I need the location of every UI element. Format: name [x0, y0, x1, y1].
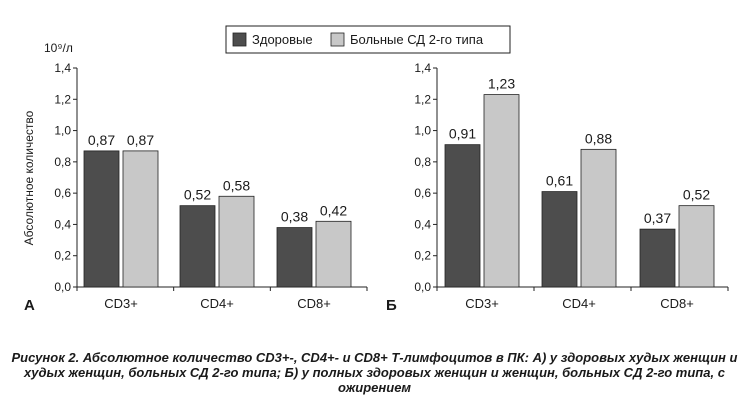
bar-value-label: 1,23 — [488, 76, 515, 92]
y-tick-label: 0,2 — [414, 249, 431, 263]
x-category-label: CD4+ — [562, 296, 596, 311]
y-tick-label: 0,6 — [414, 186, 431, 200]
x-category-label: CD3+ — [465, 296, 499, 311]
bar-value-label: 0,87 — [88, 132, 115, 148]
legend-label-healthy: Здоровые — [252, 32, 313, 47]
bar-healthy-cd4plus — [179, 205, 216, 288]
legend-swatch-diabetic — [330, 32, 345, 47]
bar-value-label: 0,61 — [546, 173, 573, 189]
x-category-label: CD3+ — [104, 296, 138, 311]
bar-value-label: 0,91 — [449, 126, 476, 142]
bar-value-label: 0,87 — [127, 132, 154, 148]
y-tick-label: 0,0 — [414, 280, 431, 294]
panel-a: 0,0 0,2 0,4 0,6 0,8 1,0 1,2 1,4 0,87 0,87 CD3+ 0,52… — [54, 61, 368, 311]
bar-value-label: 0,52 — [184, 187, 211, 203]
bar-value-label: 0,37 — [644, 210, 671, 226]
x-category-label: CD4+ — [200, 296, 234, 311]
bar-value-label: 0,42 — [320, 202, 347, 218]
legend: Здоровые Больные СД 2-го типа — [225, 25, 511, 54]
y-axis-title: Абсолютное количество — [22, 110, 36, 245]
bar-diabetic-cd8plus — [678, 205, 715, 288]
y-tick-label: 0,2 — [54, 249, 71, 263]
bar-healthy-cd8plus — [276, 227, 313, 288]
y-tick-label: 1,0 — [54, 124, 71, 138]
legend-swatch-healthy — [232, 32, 247, 47]
bar-diabetic-cd3plus — [122, 150, 159, 288]
y-tick-label: 1,4 — [54, 61, 71, 75]
y-tick-label: 1,4 — [414, 61, 431, 75]
bar-value-label: 0,52 — [683, 187, 710, 203]
bar-healthy-cd8plus — [639, 228, 676, 288]
y-tick-label: 0,8 — [54, 155, 71, 169]
y-tick-label: 1,2 — [414, 92, 431, 106]
bar-value-label: 0,38 — [281, 209, 308, 225]
y-tick-label: 0,8 — [414, 155, 431, 169]
legend-frame — [225, 25, 511, 54]
legend-label-diabetic: Больные СД 2-го типа — [350, 32, 484, 47]
bar-diabetic-cd3plus — [483, 94, 520, 288]
bar-healthy-cd3plus — [83, 150, 120, 288]
bar-diabetic-cd8plus — [315, 220, 352, 288]
bar-value-label: 0,88 — [585, 130, 612, 146]
y-tick-label: 1,2 — [54, 92, 71, 106]
x-category-label: CD8+ — [297, 296, 331, 311]
bar-diabetic-cd4plus — [218, 195, 255, 288]
bar-healthy-cd3plus — [444, 144, 481, 288]
panel-b: 0,0 0,2 0,4 0,6 0,8 1,0 1,2 1,4 0,91 1,23 CD3+ 0,61… — [414, 61, 729, 311]
bar-value-label: 0,58 — [223, 177, 250, 193]
y-tick-label: 0,0 — [54, 280, 71, 294]
panel-a-letter: А — [24, 297, 35, 314]
y-tick-label: 0,6 — [54, 186, 71, 200]
panel-b-letter: Б — [386, 297, 397, 314]
figure-caption: Рисунок 2. Абсолютное количество CD3+-, … — [11, 350, 738, 395]
unit-label: 10⁹/л — [44, 41, 73, 55]
bar-diabetic-cd4plus — [580, 148, 617, 288]
x-category-label: CD8+ — [660, 296, 694, 311]
y-tick-label: 0,4 — [54, 217, 71, 231]
bar-healthy-cd4plus — [541, 191, 578, 288]
y-tick-label: 1,0 — [414, 124, 431, 138]
y-tick-label: 0,4 — [414, 217, 431, 231]
